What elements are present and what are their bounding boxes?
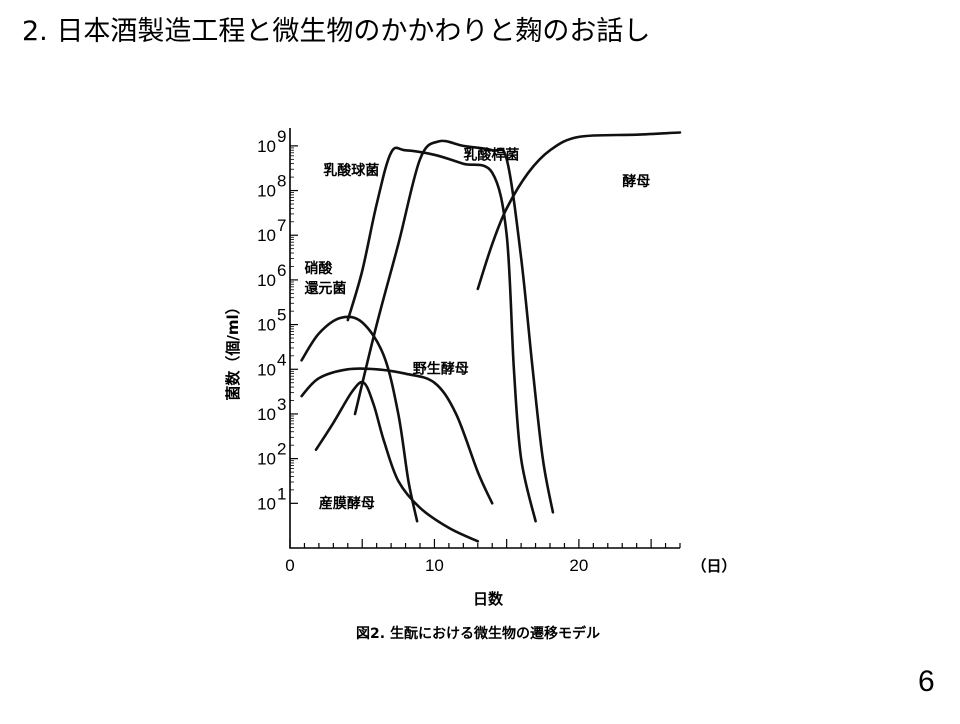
series-layer [300, 131, 682, 543]
y-axis-title: 菌数（個/ml） [224, 299, 242, 400]
x-axis-unit: （日） [691, 557, 736, 575]
x-tick-label: 10 [425, 556, 444, 575]
axis-frame [289, 128, 680, 549]
x-tick-label: 20 [569, 556, 588, 575]
series-line-4 [300, 367, 494, 505]
page-number: 6 [918, 665, 935, 698]
y-tick-label: 10 [257, 226, 276, 245]
series-label-0: 硝酸 [304, 260, 333, 277]
y-tick-label: 10 [257, 271, 276, 290]
series-label-4: 野生酵母 [413, 361, 469, 378]
series-label-0: 還元菌 [304, 280, 346, 297]
y-tick-label: 10 [257, 316, 276, 335]
y-tick-exponent: 8 [277, 172, 286, 191]
x-tick-label: 0 [285, 556, 294, 575]
y-tick-exponent: 9 [277, 127, 286, 146]
y-tick-exponent: 5 [277, 306, 286, 325]
chart-caption: 図2. 生酛における微生物の遷移モデル [356, 625, 600, 642]
series-line-3 [476, 131, 682, 291]
y-tick-label: 10 [257, 137, 276, 156]
series-label-3: 酵母 [622, 173, 650, 190]
y-tick-label: 10 [257, 360, 276, 379]
x-axis-title: 日数 [473, 590, 504, 608]
series-label-2: 乳酸桿菌 [463, 146, 519, 163]
series-line-0 [300, 315, 419, 523]
series-line-1 [346, 146, 537, 523]
series-label-5: 産膜酵母 [319, 495, 375, 512]
y-tick-label: 10 [257, 494, 276, 513]
slide-title: 2. 日本酒製造工程と微生物のかかわりと麹のお話し [22, 16, 651, 47]
y-tick-exponent: 1 [277, 484, 286, 503]
series-line-5 [314, 380, 480, 543]
y-tick-exponent: 3 [277, 395, 286, 414]
y-tick-label: 10 [257, 405, 276, 424]
y-tick-label: 10 [257, 182, 276, 201]
y-tick-exponent: 6 [277, 261, 286, 280]
y-tick-exponent: 7 [277, 216, 286, 235]
y-tick-exponent: 2 [277, 440, 286, 459]
series-line-2 [353, 139, 555, 514]
y-tick-exponent: 4 [277, 350, 286, 369]
series-label-1: 乳酸球菌 [323, 162, 379, 179]
y-tick-label: 10 [257, 450, 276, 469]
